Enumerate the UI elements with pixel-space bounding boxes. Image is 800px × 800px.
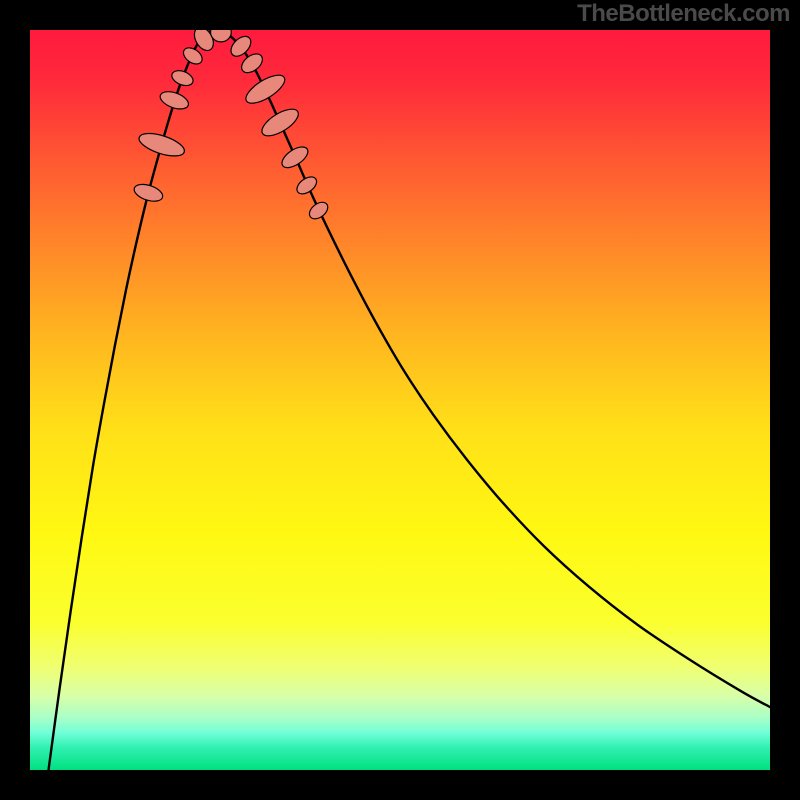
chart-svg [30,30,770,770]
canvas: TheBottleneck.com [0,0,800,800]
watermark-text: TheBottleneck.com [577,0,790,28]
chart-plot [30,30,770,770]
